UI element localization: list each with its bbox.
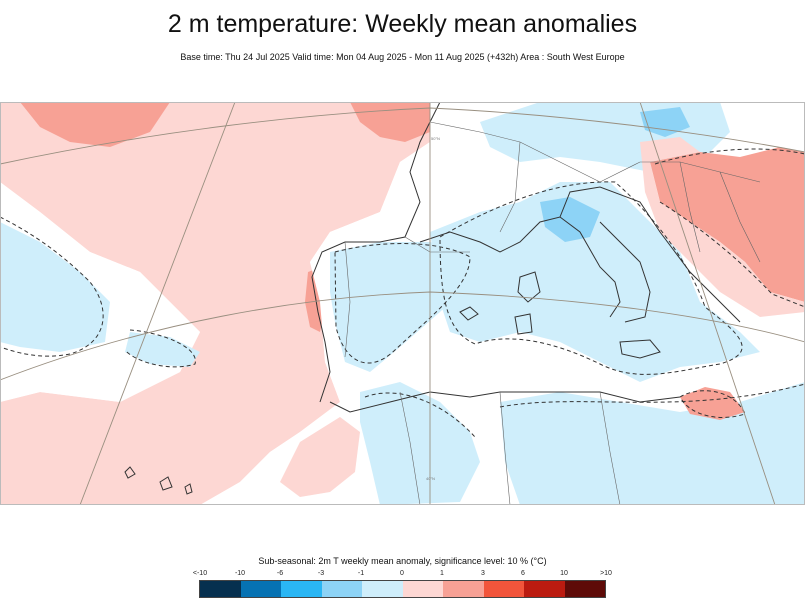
legend-swatch-5 <box>402 581 443 597</box>
country-borders <box>344 121 761 505</box>
anomaly-area-italy-cold <box>540 197 600 242</box>
legend-tick: 3 <box>481 570 485 577</box>
legend-color-bar <box>199 580 606 598</box>
legend-swatch-3 <box>321 581 362 597</box>
legend-tick: <-10 <box>192 570 208 577</box>
coastlines <box>124 102 741 495</box>
legend-tick: 6 <box>521 570 525 577</box>
anomaly-area-iberia-cool <box>330 242 470 372</box>
legend-swatch-9 <box>564 581 605 597</box>
legend-swatch-6 <box>443 581 484 597</box>
anomaly-area-warm-channel <box>350 102 430 142</box>
legend-tick: -1 <box>357 570 365 577</box>
graticule <box>0 102 805 505</box>
legend-ticks: <-10 -10 -6 -3 -1 0 1 3 6 10 >10 <box>190 570 618 580</box>
legend-tick: 0 <box>400 570 404 577</box>
legend-tick: >10 <box>600 570 612 577</box>
anomaly-area-sicily-warm <box>680 387 745 420</box>
significance-contours <box>0 148 805 438</box>
anomaly-area-sahara-warm <box>280 417 360 497</box>
chart-title: 2 m temperature: Weekly mean anomalies <box>167 10 638 38</box>
anomaly-area-balkans-warm <box>650 147 805 302</box>
graticule-label-40n: 40°N <box>426 476 435 481</box>
anomaly-area-med-cool <box>430 182 760 382</box>
anomaly-area-atlantic-warm <box>0 102 430 505</box>
legend-swatch-4 <box>362 581 403 597</box>
legend-tick: -6 <box>276 570 284 577</box>
legend-tick: -10 <box>234 570 246 577</box>
anomaly-area-africa-cool <box>360 382 480 505</box>
legend-tick: 10 <box>560 570 568 577</box>
anomaly-area-balkans-warm-light <box>640 137 805 317</box>
legend-swatch-7 <box>483 581 524 597</box>
legend-tick: -3 <box>317 570 325 577</box>
legend-title: Sub-seasonal: 2m T weekly mean anomaly, … <box>258 556 547 566</box>
anomaly-area-alps-cold <box>640 107 690 137</box>
anomaly-area-atlantic-cool <box>0 222 110 352</box>
legend-swatch-1 <box>240 581 281 597</box>
chart-subtitle: Base time: Thu 24 Jul 2025 Valid time: M… <box>180 52 625 62</box>
legend-swatch-8 <box>524 581 565 597</box>
legend-swatch-0 <box>200 581 241 597</box>
legend-tick: 1 <box>440 570 444 577</box>
anomaly-area-atlantic-cool-south <box>125 332 200 367</box>
anomaly-map: 50°N 40°N <box>0 102 805 505</box>
legend-swatch-2 <box>281 581 322 597</box>
graticule-label-50n: 50°N <box>431 136 440 141</box>
anomaly-area-warm-nw <box>20 102 170 147</box>
